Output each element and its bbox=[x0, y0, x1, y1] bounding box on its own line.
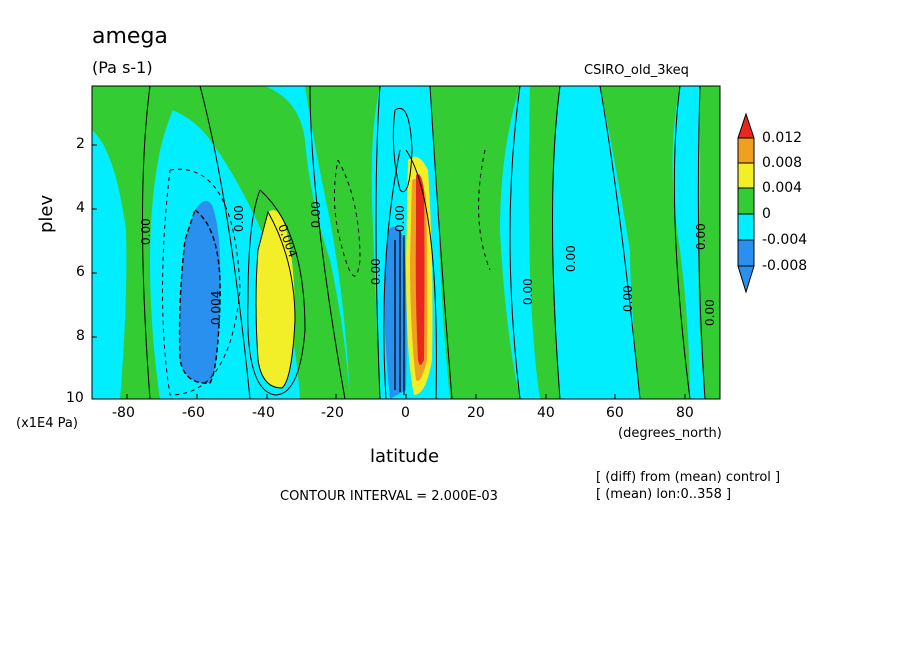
cyan-top-eq bbox=[395, 116, 410, 160]
contour-line-yellow-outer bbox=[247, 189, 306, 396]
contour-line-eq-dense bbox=[394, 230, 405, 395]
contour-line-zero-3 bbox=[309, 86, 346, 399]
contour-label: 0.00 bbox=[232, 205, 246, 232]
contour-line-zero-5 bbox=[429, 86, 453, 399]
colorbar-label: 0.004 bbox=[762, 180, 803, 196]
green-band-nh-midlat bbox=[600, 86, 690, 399]
y-tick-label: 6 bbox=[76, 264, 85, 280]
x-tick-label: 80 bbox=[676, 405, 694, 421]
colorbar-arrow-top bbox=[737, 112, 755, 139]
y-axis-label: plev bbox=[36, 194, 57, 233]
colorbar-label: -0.008 bbox=[762, 258, 808, 274]
y-tick-label: 4 bbox=[76, 200, 85, 216]
green-strip-40n bbox=[528, 86, 560, 399]
contour-line-zero-2 bbox=[199, 86, 251, 399]
green-band-west bbox=[92, 86, 185, 399]
green-strip-pole bbox=[698, 86, 720, 399]
x-tick-label: -60 bbox=[182, 405, 205, 421]
contour-line-dashed-nh bbox=[478, 149, 491, 271]
contour-label: 0.00 bbox=[694, 223, 708, 250]
green-band-sh bbox=[92, 86, 350, 399]
blue-cell-sh bbox=[179, 201, 221, 384]
contour-line-dashed-sh bbox=[162, 168, 241, 396]
colorbar-swatch bbox=[737, 137, 755, 164]
contour-label: 0.00 bbox=[393, 205, 407, 232]
contour-label: 0.00 bbox=[703, 299, 717, 326]
filled-contours bbox=[92, 86, 720, 399]
yellow-cell-sh bbox=[256, 210, 295, 388]
y-tick-label: 2 bbox=[76, 136, 85, 152]
contour-interval-label: CONTOUR INTERVAL = 2.000E-03 bbox=[280, 489, 498, 504]
y-tick-label: 8 bbox=[76, 328, 85, 344]
x-tick-label: 60 bbox=[606, 405, 624, 421]
y-tick-marks bbox=[92, 144, 97, 338]
colorbar-label: 0.012 bbox=[762, 130, 803, 146]
colorbar-arrow-bottom bbox=[737, 265, 755, 294]
colorbar-label: -0.004 bbox=[762, 232, 808, 248]
colorbar bbox=[737, 112, 755, 294]
x-tick-label: -80 bbox=[112, 405, 135, 421]
x-tick-label: -40 bbox=[252, 405, 275, 421]
y-tick-label: 10 bbox=[66, 390, 84, 406]
contour-line-zero-7 bbox=[552, 86, 561, 399]
x-tick-marks bbox=[126, 394, 686, 399]
contour-line-zero-8 bbox=[599, 86, 641, 399]
contour-label: 0.00 bbox=[369, 258, 383, 285]
contour-label: 0.00 bbox=[309, 201, 323, 228]
contour-label: 0.00 bbox=[521, 278, 535, 305]
units-label: (Pa s-1) bbox=[92, 58, 153, 77]
note-diff: [ (diff) from (mean) control ] bbox=[596, 470, 781, 485]
contour-line-yellow-cell bbox=[255, 210, 296, 389]
contour-line-blue-cell bbox=[178, 208, 221, 384]
contour-line-zero-1 bbox=[142, 86, 151, 399]
contour-line-eq-right bbox=[405, 149, 437, 399]
colorbar-label: 0 bbox=[762, 206, 771, 222]
note-mean: [ (mean) lon:0..358 ] bbox=[596, 487, 732, 502]
green-band-nh-tropics bbox=[430, 86, 520, 399]
x-tick-label: 20 bbox=[467, 405, 485, 421]
contour-line-zero-9 bbox=[673, 86, 691, 399]
x-axis-label: latitude bbox=[370, 446, 440, 467]
contour-line-zero-10 bbox=[697, 86, 706, 399]
x-tick-label: 0 bbox=[401, 405, 410, 421]
x-tick-label: -20 bbox=[321, 405, 344, 421]
colorbar-swatch bbox=[737, 213, 755, 241]
dataset-label: CSIRO_old_3keq bbox=[584, 63, 689, 78]
x-units-label: (degrees_north) bbox=[618, 426, 722, 441]
contour-label: 0.00 bbox=[139, 218, 153, 245]
contour-label: 0.004 bbox=[209, 291, 223, 325]
contour-line-dashed-mid bbox=[333, 159, 361, 277]
contour-label: 0.00 bbox=[564, 245, 578, 272]
chart-title: amega bbox=[92, 24, 168, 49]
contour-line-eq-top bbox=[392, 107, 413, 193]
y-units-label: (x1E4 Pa) bbox=[16, 416, 78, 431]
contour-lines bbox=[142, 86, 706, 399]
x-tick-label: 40 bbox=[537, 405, 555, 421]
contour-line-zero-4 bbox=[375, 86, 381, 399]
colorbar-swatch bbox=[737, 162, 755, 189]
colorbar-swatch bbox=[737, 239, 755, 267]
colorbar-swatch bbox=[737, 187, 755, 215]
contour-label: 0.00 bbox=[621, 285, 635, 312]
contour-line-eq-left bbox=[383, 149, 401, 399]
contour-line-zero-6 bbox=[509, 86, 521, 399]
red-core-eq bbox=[415, 174, 425, 365]
green-band-tropics bbox=[305, 86, 380, 399]
colorbar-label: 0.008 bbox=[762, 155, 803, 171]
